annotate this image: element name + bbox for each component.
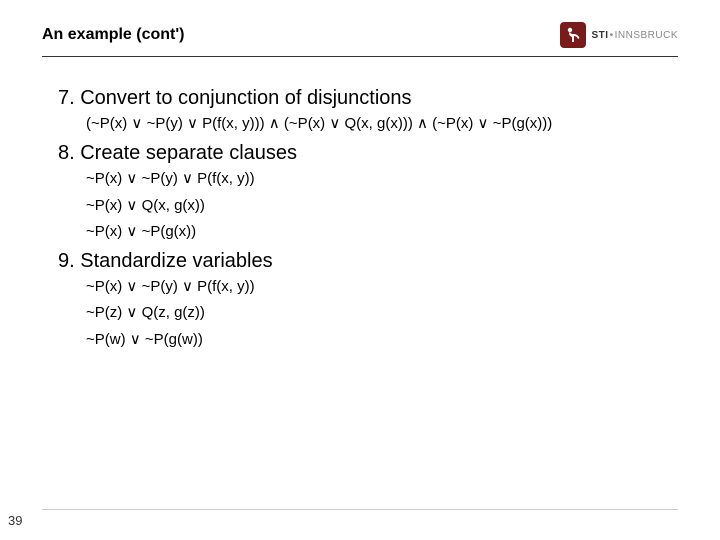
logo-area: STI•INNSBRUCK: [560, 22, 678, 48]
step-9-clause-3: ~P(w) ∨ ~P(g(w)): [86, 330, 678, 350]
logo-text: STI•INNSBRUCK: [592, 30, 678, 41]
logo-brand-bold: STI: [592, 30, 609, 41]
step-9-clause-1: ~P(x) ∨ ~P(y) ∨ P(f(x, y)): [86, 277, 678, 297]
footer-divider: [42, 509, 678, 510]
step-9-clause-2: ~P(z) ∨ Q(z, g(z)): [86, 303, 678, 323]
logo-brand-light: INNSBRUCK: [615, 30, 678, 41]
slide-container: An example (cont') STI•INNSBRUCK 7. Conv…: [0, 0, 720, 540]
step-8-clause-1: ~P(x) ∨ ~P(y) ∨ P(f(x, y)): [86, 169, 678, 189]
slide-title: An example (cont'): [42, 26, 185, 44]
header-row: An example (cont') STI•INNSBRUCK: [42, 22, 678, 48]
step-9-body: ~P(x) ∨ ~P(y) ∨ P(f(x, y)) ~P(z) ∨ Q(z, …: [58, 277, 678, 350]
content-area: 7. Convert to conjunction of disjunction…: [42, 87, 678, 350]
step-9-heading: 9. Standardize variables: [58, 250, 678, 273]
step-8-heading: 8. Create separate clauses: [58, 142, 678, 165]
header-divider: [42, 56, 678, 57]
slide-number: 39: [8, 513, 22, 528]
step-8-clause-2: ~P(x) ∨ Q(x, g(x)): [86, 196, 678, 216]
step-8-clause-3: ~P(x) ∨ ~P(g(x)): [86, 222, 678, 242]
step-7-body: (~P(x) ∨ ~P(y) ∨ P(f(x, y))) ∧ (~P(x) ∨ …: [58, 114, 678, 134]
step-7-heading: 7. Convert to conjunction of disjunction…: [58, 87, 678, 110]
logo-icon: [560, 22, 586, 48]
step-8-body: ~P(x) ∨ ~P(y) ∨ P(f(x, y)) ~P(x) ∨ Q(x, …: [58, 169, 678, 242]
step-7-formula: (~P(x) ∨ ~P(y) ∨ P(f(x, y))) ∧ (~P(x) ∨ …: [86, 114, 678, 134]
logo-separator-icon: •: [610, 30, 614, 41]
